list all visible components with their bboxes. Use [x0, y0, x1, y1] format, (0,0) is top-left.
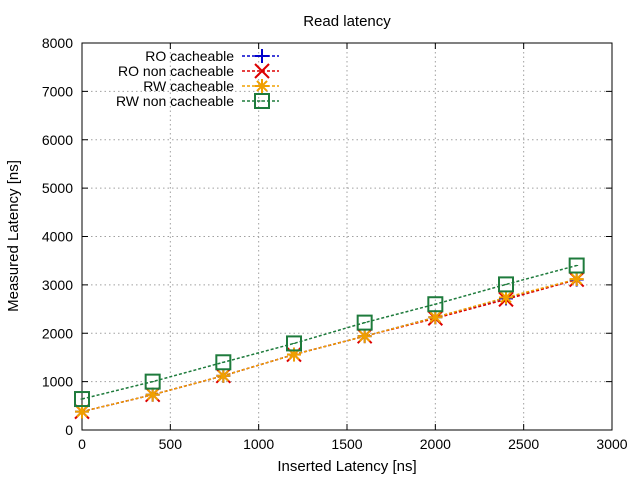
y-tick-label: 8000	[42, 35, 73, 51]
series-line-4	[81, 264, 577, 400]
data-point-4	[74, 391, 90, 408]
y-tick-label: 3000	[42, 277, 73, 293]
data-point-4	[215, 354, 232, 371]
y-tick-label: 4000	[42, 229, 73, 245]
legend-label: RW non cacheable	[116, 93, 234, 109]
y-axis: 0 1000 2000 3000 4000 5000 6000 7000 8000	[42, 35, 612, 438]
data-point-4	[286, 335, 302, 352]
x-tick-label: 1500	[331, 436, 362, 452]
x-tick-label: 2000	[420, 436, 451, 452]
legend-marker	[254, 93, 270, 109]
x-tick-label: 500	[159, 436, 183, 452]
data-point-4	[356, 314, 373, 331]
data-point-3	[428, 310, 443, 325]
y-tick-label: 1000	[42, 374, 73, 390]
legend-label: RW cacheable	[143, 78, 234, 94]
legend-label: RO non cacheable	[118, 63, 234, 79]
legend-label: RO cacheable	[145, 48, 234, 64]
legend-marker	[255, 79, 269, 93]
series-markers	[74, 257, 585, 420]
series-lines	[81, 264, 577, 413]
y-tick-label: 7000	[42, 83, 73, 99]
data-point-4	[427, 296, 444, 313]
x-tick-label: 0	[78, 436, 86, 452]
data-point-4	[498, 276, 514, 293]
data-point-3	[357, 329, 372, 344]
y-tick-label: 2000	[42, 325, 73, 341]
data-point-4	[568, 257, 585, 274]
x-axis: 0 500 1000 1500 2000 2500 3000	[78, 43, 628, 452]
y-axis-title: Measured Latency [ns]	[5, 160, 22, 312]
x-tick-label: 2500	[508, 436, 539, 452]
grid	[82, 43, 612, 430]
data-point-4	[144, 373, 161, 390]
data-point-3	[569, 272, 584, 287]
legend-marker	[254, 63, 270, 79]
y-tick-label: 5000	[42, 180, 73, 196]
chart-title: Read latency	[303, 13, 391, 30]
x-tick-label: 3000	[596, 436, 627, 452]
y-tick-label: 0	[65, 422, 73, 438]
x-tick-label: 1000	[243, 436, 274, 452]
x-axis-title: Inserted Latency [ns]	[277, 458, 416, 475]
legend-marker	[255, 49, 269, 63]
data-point-3	[145, 387, 160, 402]
data-point-3	[499, 290, 513, 305]
data-point-3	[216, 368, 231, 383]
y-tick-label: 6000	[42, 132, 73, 148]
series-line-3	[81, 278, 577, 413]
